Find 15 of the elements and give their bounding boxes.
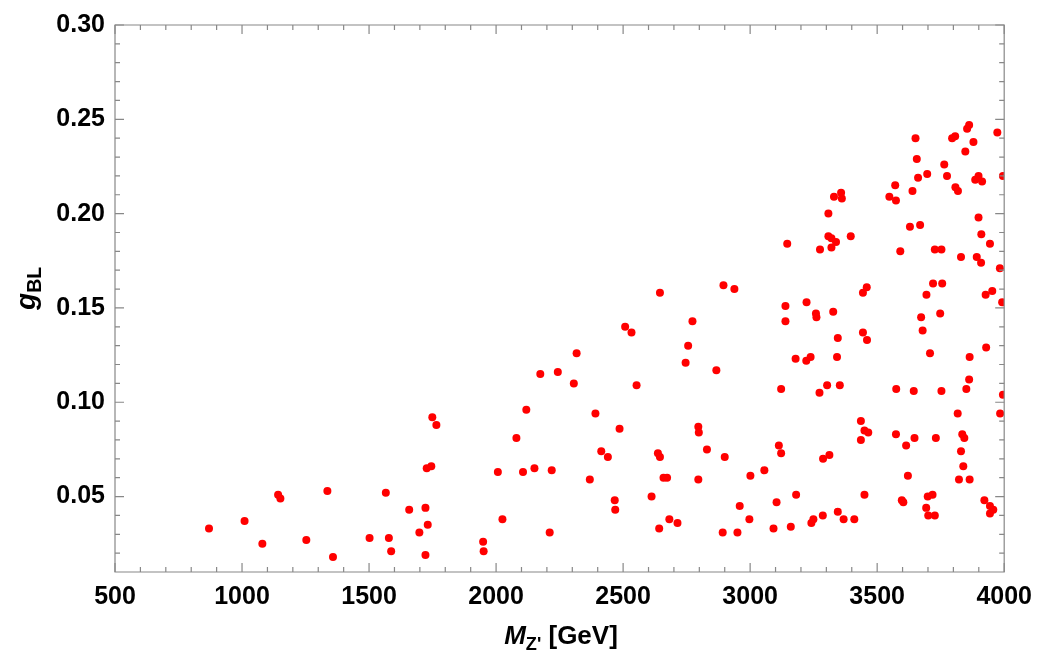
- x-tick-label: 4000: [976, 580, 1032, 609]
- y-tick-label: 0.15: [56, 291, 106, 320]
- y-tick-label: 0.05: [56, 480, 106, 509]
- y-tick-label: 0.25: [56, 103, 106, 132]
- y-tick-label: 0.10: [56, 386, 105, 415]
- x-tick-label: 2000: [468, 580, 524, 609]
- x-tick-label: 3500: [849, 580, 905, 609]
- x-tick-label: 500: [94, 580, 136, 609]
- y-tick-label: 0.30: [56, 8, 105, 37]
- x-tick-label: 3000: [722, 580, 778, 609]
- x-tick-label: 2500: [595, 580, 651, 609]
- x-axis-title: M$_{Z'}$ [GeV]: [503, 620, 619, 656]
- y-tick-label: 0.20: [56, 197, 105, 226]
- x-tick-label: 1000: [214, 580, 270, 609]
- x-tick-label: 1500: [341, 580, 397, 609]
